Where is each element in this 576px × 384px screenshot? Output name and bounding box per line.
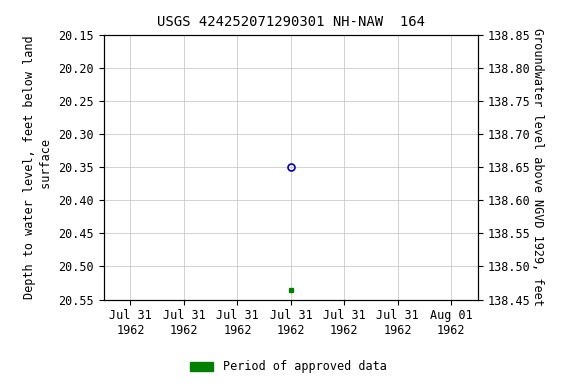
- Y-axis label: Groundwater level above NGVD 1929, feet: Groundwater level above NGVD 1929, feet: [532, 28, 544, 306]
- Legend: Period of approved data: Period of approved data: [185, 356, 391, 378]
- Title: USGS 424252071290301 NH-NAW  164: USGS 424252071290301 NH-NAW 164: [157, 15, 425, 29]
- Y-axis label: Depth to water level, feet below land
 surface: Depth to water level, feet below land su…: [23, 35, 53, 299]
